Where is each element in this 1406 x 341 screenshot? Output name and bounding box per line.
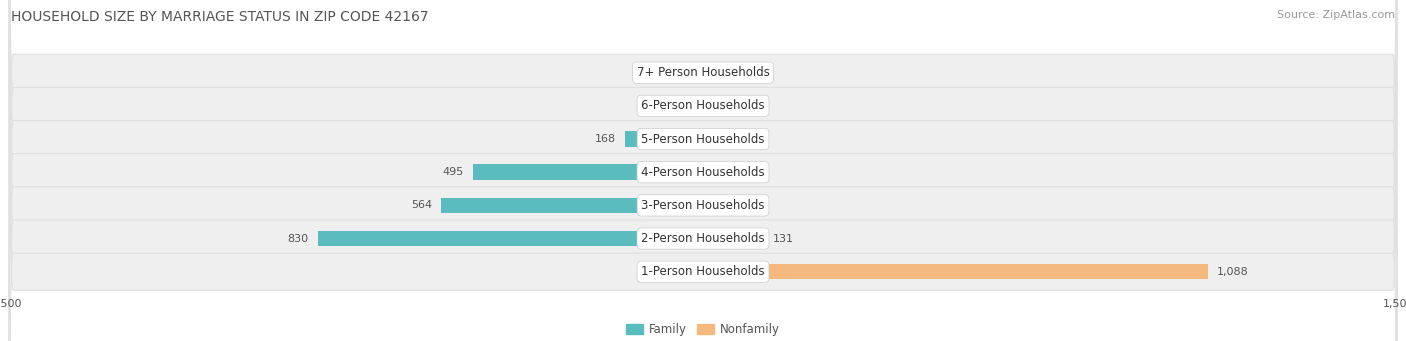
Bar <box>318 231 703 246</box>
Legend: Family, Nonfamily: Family, Nonfamily <box>621 318 785 341</box>
Text: 81: 81 <box>643 68 657 78</box>
Text: 495: 495 <box>443 167 464 177</box>
Text: 0: 0 <box>738 68 745 78</box>
Text: 168: 168 <box>595 134 616 144</box>
Bar <box>474 164 703 180</box>
Bar <box>703 198 728 213</box>
Bar <box>703 98 728 114</box>
Text: 7+ Person Households: 7+ Person Households <box>637 66 769 79</box>
Text: 4-Person Households: 4-Person Households <box>641 166 765 179</box>
Text: 43: 43 <box>659 101 673 111</box>
FancyBboxPatch shape <box>10 0 1396 341</box>
Text: 2-Person Households: 2-Person Households <box>641 232 765 245</box>
Text: 5-Person Households: 5-Person Households <box>641 133 765 146</box>
Text: 0: 0 <box>738 201 745 210</box>
Text: 3-Person Households: 3-Person Households <box>641 199 765 212</box>
Text: 564: 564 <box>411 201 432 210</box>
FancyBboxPatch shape <box>10 0 1396 320</box>
Bar <box>703 131 728 147</box>
Bar <box>626 131 703 147</box>
Text: 131: 131 <box>773 234 794 243</box>
Text: HOUSEHOLD SIZE BY MARRIAGE STATUS IN ZIP CODE 42167: HOUSEHOLD SIZE BY MARRIAGE STATUS IN ZIP… <box>11 10 429 24</box>
Text: 0: 0 <box>738 134 745 144</box>
Bar <box>703 65 728 80</box>
Text: 6-Person Households: 6-Person Households <box>641 99 765 113</box>
Text: 1,088: 1,088 <box>1218 267 1249 277</box>
Text: 0: 0 <box>738 101 745 111</box>
Bar <box>683 98 703 114</box>
Text: Source: ZipAtlas.com: Source: ZipAtlas.com <box>1277 10 1395 20</box>
FancyBboxPatch shape <box>10 0 1396 341</box>
Text: 0: 0 <box>738 167 745 177</box>
Bar <box>441 198 703 213</box>
Bar <box>665 65 703 80</box>
Text: 1-Person Households: 1-Person Households <box>641 265 765 278</box>
FancyBboxPatch shape <box>10 25 1396 341</box>
FancyBboxPatch shape <box>10 0 1396 341</box>
Bar <box>703 164 728 180</box>
Bar <box>703 264 1208 279</box>
Text: 830: 830 <box>287 234 309 243</box>
FancyBboxPatch shape <box>10 0 1396 341</box>
FancyBboxPatch shape <box>10 0 1396 341</box>
Bar <box>703 231 763 246</box>
